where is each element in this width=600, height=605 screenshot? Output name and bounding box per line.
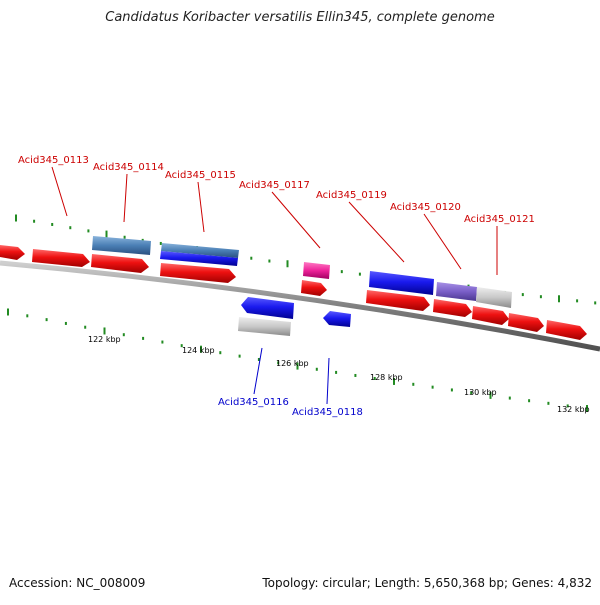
scale-label: 128 kbp: [370, 373, 403, 382]
reverse-strand-genes: [238, 297, 351, 336]
scale-label: 122 kbp: [88, 335, 121, 344]
gene-label[interactable]: Acid345_0118: [292, 407, 363, 418]
gene-0115[interactable]: [160, 263, 236, 283]
gene-label[interactable]: Acid345_0115: [165, 170, 236, 181]
gene-label[interactable]: Acid345_0120: [390, 202, 461, 213]
gene-0118[interactable]: [323, 311, 351, 327]
leader-line: [253, 347, 263, 395]
gene-0116-grey[interactable]: [238, 317, 291, 336]
gene-fwd-a[interactable]: [32, 249, 90, 267]
tick-row-bottom: [7, 308, 588, 413]
feature-blocks: [92, 236, 512, 308]
scale-label: 132 kbp: [557, 405, 590, 414]
leader-line: [348, 201, 405, 263]
feature-0115-b[interactable]: [160, 251, 238, 266]
scale-labels: 122 kbp 124 kbp 126 kbp 128 kbp 130 kbp 132 k…: [88, 335, 590, 414]
gene-0120[interactable]: [433, 299, 472, 317]
forward-strand-genes: [0, 245, 587, 340]
leader-line: [271, 191, 321, 249]
leader-line: [326, 357, 330, 405]
feature-0121[interactable]: [476, 287, 512, 308]
label-leaders: [51, 166, 498, 405]
leader-line: [123, 173, 128, 223]
leader-line: [51, 166, 68, 217]
feature-0120[interactable]: [436, 282, 477, 301]
gene-0116[interactable]: [241, 297, 294, 319]
genome-summary-text: Topology: circular; Length: 5,650,368 bp…: [262, 576, 592, 590]
gene-0117[interactable]: [301, 280, 327, 296]
leader-line: [197, 181, 205, 233]
gene-0121[interactable]: [472, 306, 509, 325]
feature-0117[interactable]: [303, 262, 330, 279]
map-title: Candidatus Koribacter versatilis Ellin34…: [105, 10, 495, 25]
gene-fwd-b[interactable]: [508, 313, 544, 332]
gene-labels: Acid345_0113Acid345_0114Acid345_0115Acid…: [18, 155, 535, 418]
gene-fwd-c[interactable]: [546, 320, 587, 340]
leader-line: [423, 213, 462, 270]
gene-label[interactable]: Acid345_0121: [464, 214, 535, 225]
genome-backbone: [0, 260, 600, 352]
gene-label[interactable]: Acid345_0113: [18, 155, 89, 166]
feature-0115-a[interactable]: [161, 243, 239, 258]
gene-label[interactable]: Acid345_0114: [93, 162, 164, 173]
feature-0114[interactable]: [92, 236, 151, 255]
gene-0113[interactable]: [0, 245, 25, 260]
gene-label[interactable]: Acid345_0119: [316, 190, 387, 201]
gene-0119[interactable]: [366, 290, 430, 311]
gene-label[interactable]: Acid345_0117: [239, 180, 310, 191]
gene-label[interactable]: Acid345_0116: [218, 397, 289, 408]
scale-label: 126 kbp: [276, 359, 309, 368]
scale-label: 124 kbp: [182, 346, 215, 355]
accession-text: Accession: NC_008009: [9, 576, 146, 590]
gene-0114[interactable]: [91, 254, 149, 273]
scale-label: 130 kbp: [464, 388, 497, 397]
feature-0119[interactable]: [369, 271, 434, 295]
